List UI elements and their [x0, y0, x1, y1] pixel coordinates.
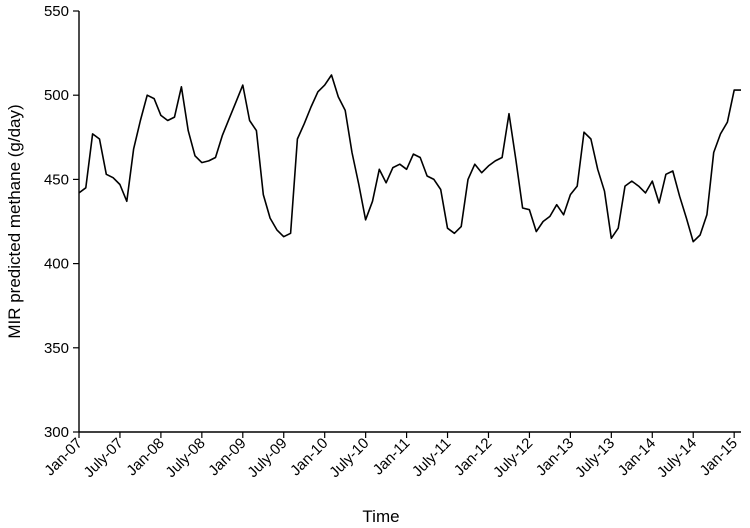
- y-tick-label: 400: [44, 256, 69, 273]
- series-group: [78, 74, 741, 243]
- x-tick-label: Jan-15: [697, 435, 741, 479]
- y-tick-label: 300: [44, 424, 69, 441]
- x-tick-label: Jan-12: [451, 435, 495, 479]
- x-tick-label: Jan-13: [533, 435, 577, 479]
- x-tick-label: Jan-11: [370, 435, 414, 479]
- x-tick-label: July-14: [654, 435, 700, 481]
- series-line: [78, 74, 741, 243]
- x-tick-label: July-10: [326, 435, 372, 481]
- y-tick-label: 500: [44, 87, 69, 104]
- y-axis-title: MIR predicted methane (g/day): [5, 104, 24, 338]
- x-tick-label: July-12: [490, 435, 536, 481]
- x-tick-label: Jan-08: [123, 435, 167, 479]
- y-tick-label: 550: [44, 3, 69, 20]
- x-tick-label: July-09: [244, 435, 290, 481]
- y-axis-ticks: 300 350 400 450 500 550: [44, 3, 79, 441]
- x-tick-label: July-08: [162, 435, 208, 481]
- x-tick-label: Jan-14: [615, 435, 659, 479]
- x-axis-title: Time: [362, 507, 399, 526]
- x-tick-label: Jan-09: [205, 435, 249, 479]
- x-tick-label: Jan-07: [41, 435, 85, 479]
- y-tick-label: 350: [44, 340, 69, 357]
- x-tick-label: July-07: [81, 435, 127, 481]
- x-tick-label: Jan-10: [287, 435, 331, 479]
- x-tick-label: July-11: [409, 435, 454, 480]
- x-axis-ticks: Jan-07July-07Jan-08July-08Jan-09July-09J…: [41, 432, 741, 481]
- x-tick-label: July-13: [572, 435, 618, 481]
- y-tick-label: 450: [44, 171, 69, 188]
